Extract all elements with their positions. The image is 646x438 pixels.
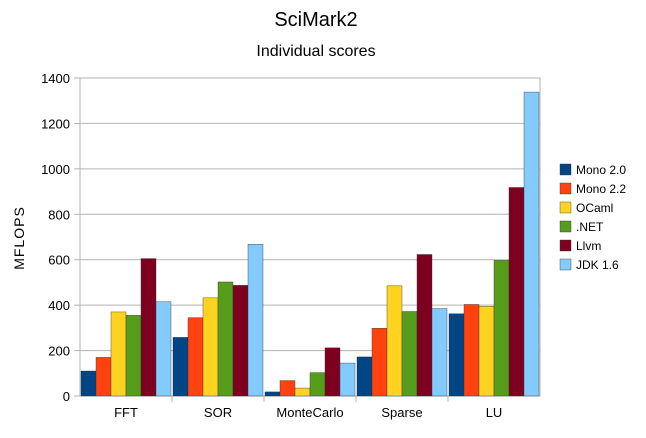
y-tick-label: 0 <box>63 389 70 404</box>
y-tick-label: 1000 <box>41 162 70 177</box>
bar-montecarlo-4 <box>324 347 341 397</box>
bar-lu-1 <box>463 304 480 397</box>
y-tick-label: 400 <box>48 298 70 313</box>
bar-lu-3 <box>493 260 510 397</box>
x-tick-label: FFT <box>114 405 138 420</box>
bar-sor-3 <box>217 281 234 397</box>
legend: Mono 2.0 Mono 2.2 OCaml .NET Llvm JDK 1.6 <box>559 163 626 272</box>
legend-label: .NET <box>576 220 604 234</box>
bar-fft-4 <box>140 258 157 397</box>
y-tick-label: 1400 <box>41 71 70 86</box>
legend-swatch <box>559 201 572 214</box>
bar-montecarlo-0 <box>264 391 281 397</box>
x-tick-label: LU <box>486 405 503 420</box>
bar-sor-5 <box>247 244 264 397</box>
y-tick-label: 800 <box>48 207 70 222</box>
legend-label: OCaml <box>576 201 613 215</box>
bar-sor-4 <box>232 285 249 397</box>
x-tick-labels: FFT SOR MonteCarlo Sparse LU <box>114 405 502 420</box>
legend-label: Mono 2.0 <box>576 163 626 177</box>
bar-sparse-0 <box>356 356 373 397</box>
bar-sparse-5 <box>431 308 448 397</box>
y-tick-label: 1200 <box>41 116 70 131</box>
bar-fft-5 <box>155 301 172 397</box>
bar-montecarlo-2 <box>294 387 311 397</box>
bar-fft-0 <box>80 370 97 397</box>
legend-swatch <box>559 239 572 252</box>
legend-swatch <box>559 163 572 176</box>
y-tick-label: 600 <box>48 253 70 268</box>
y-tick-label: 200 <box>48 344 70 359</box>
bar-sparse-2 <box>386 285 403 397</box>
bar-fft-3 <box>125 315 142 397</box>
x-tick-label: MonteCarlo <box>276 405 343 420</box>
bar-lu-2 <box>478 306 495 397</box>
legend-swatch <box>559 220 572 233</box>
legend-label: JDK 1.6 <box>576 258 619 272</box>
bar-sor-2 <box>202 297 219 397</box>
legend-swatch <box>559 258 572 271</box>
bar-lu-0 <box>448 313 465 397</box>
bar-sparse-3 <box>401 311 418 397</box>
legend-label: Llvm <box>576 239 601 253</box>
y-tick-labels: 0 200 400 600 800 1000 1200 1400 <box>41 71 70 404</box>
x-tick-label: Sparse <box>381 405 422 420</box>
y-axis-label: MFLOPS <box>11 206 27 270</box>
x-tick-label: SOR <box>204 405 232 420</box>
bar-montecarlo-3 <box>309 372 326 397</box>
bar-sparse-1 <box>371 328 388 397</box>
bars <box>80 91 540 397</box>
legend-label: Mono 2.2 <box>576 182 626 196</box>
bar-sor-0 <box>172 337 189 397</box>
bar-sor-1 <box>187 317 204 397</box>
legend-swatch <box>559 182 572 195</box>
bar-montecarlo-5 <box>339 362 356 397</box>
bar-lu-5 <box>523 91 540 397</box>
chart-title: SciMark2 <box>274 9 357 31</box>
bar-fft-1 <box>95 357 112 397</box>
bar-fft-2 <box>110 311 127 397</box>
bar-montecarlo-1 <box>279 380 296 397</box>
bar-sparse-4 <box>416 254 433 397</box>
chart-subtitle: Individual scores <box>256 43 375 60</box>
bar-lu-4 <box>508 187 525 397</box>
